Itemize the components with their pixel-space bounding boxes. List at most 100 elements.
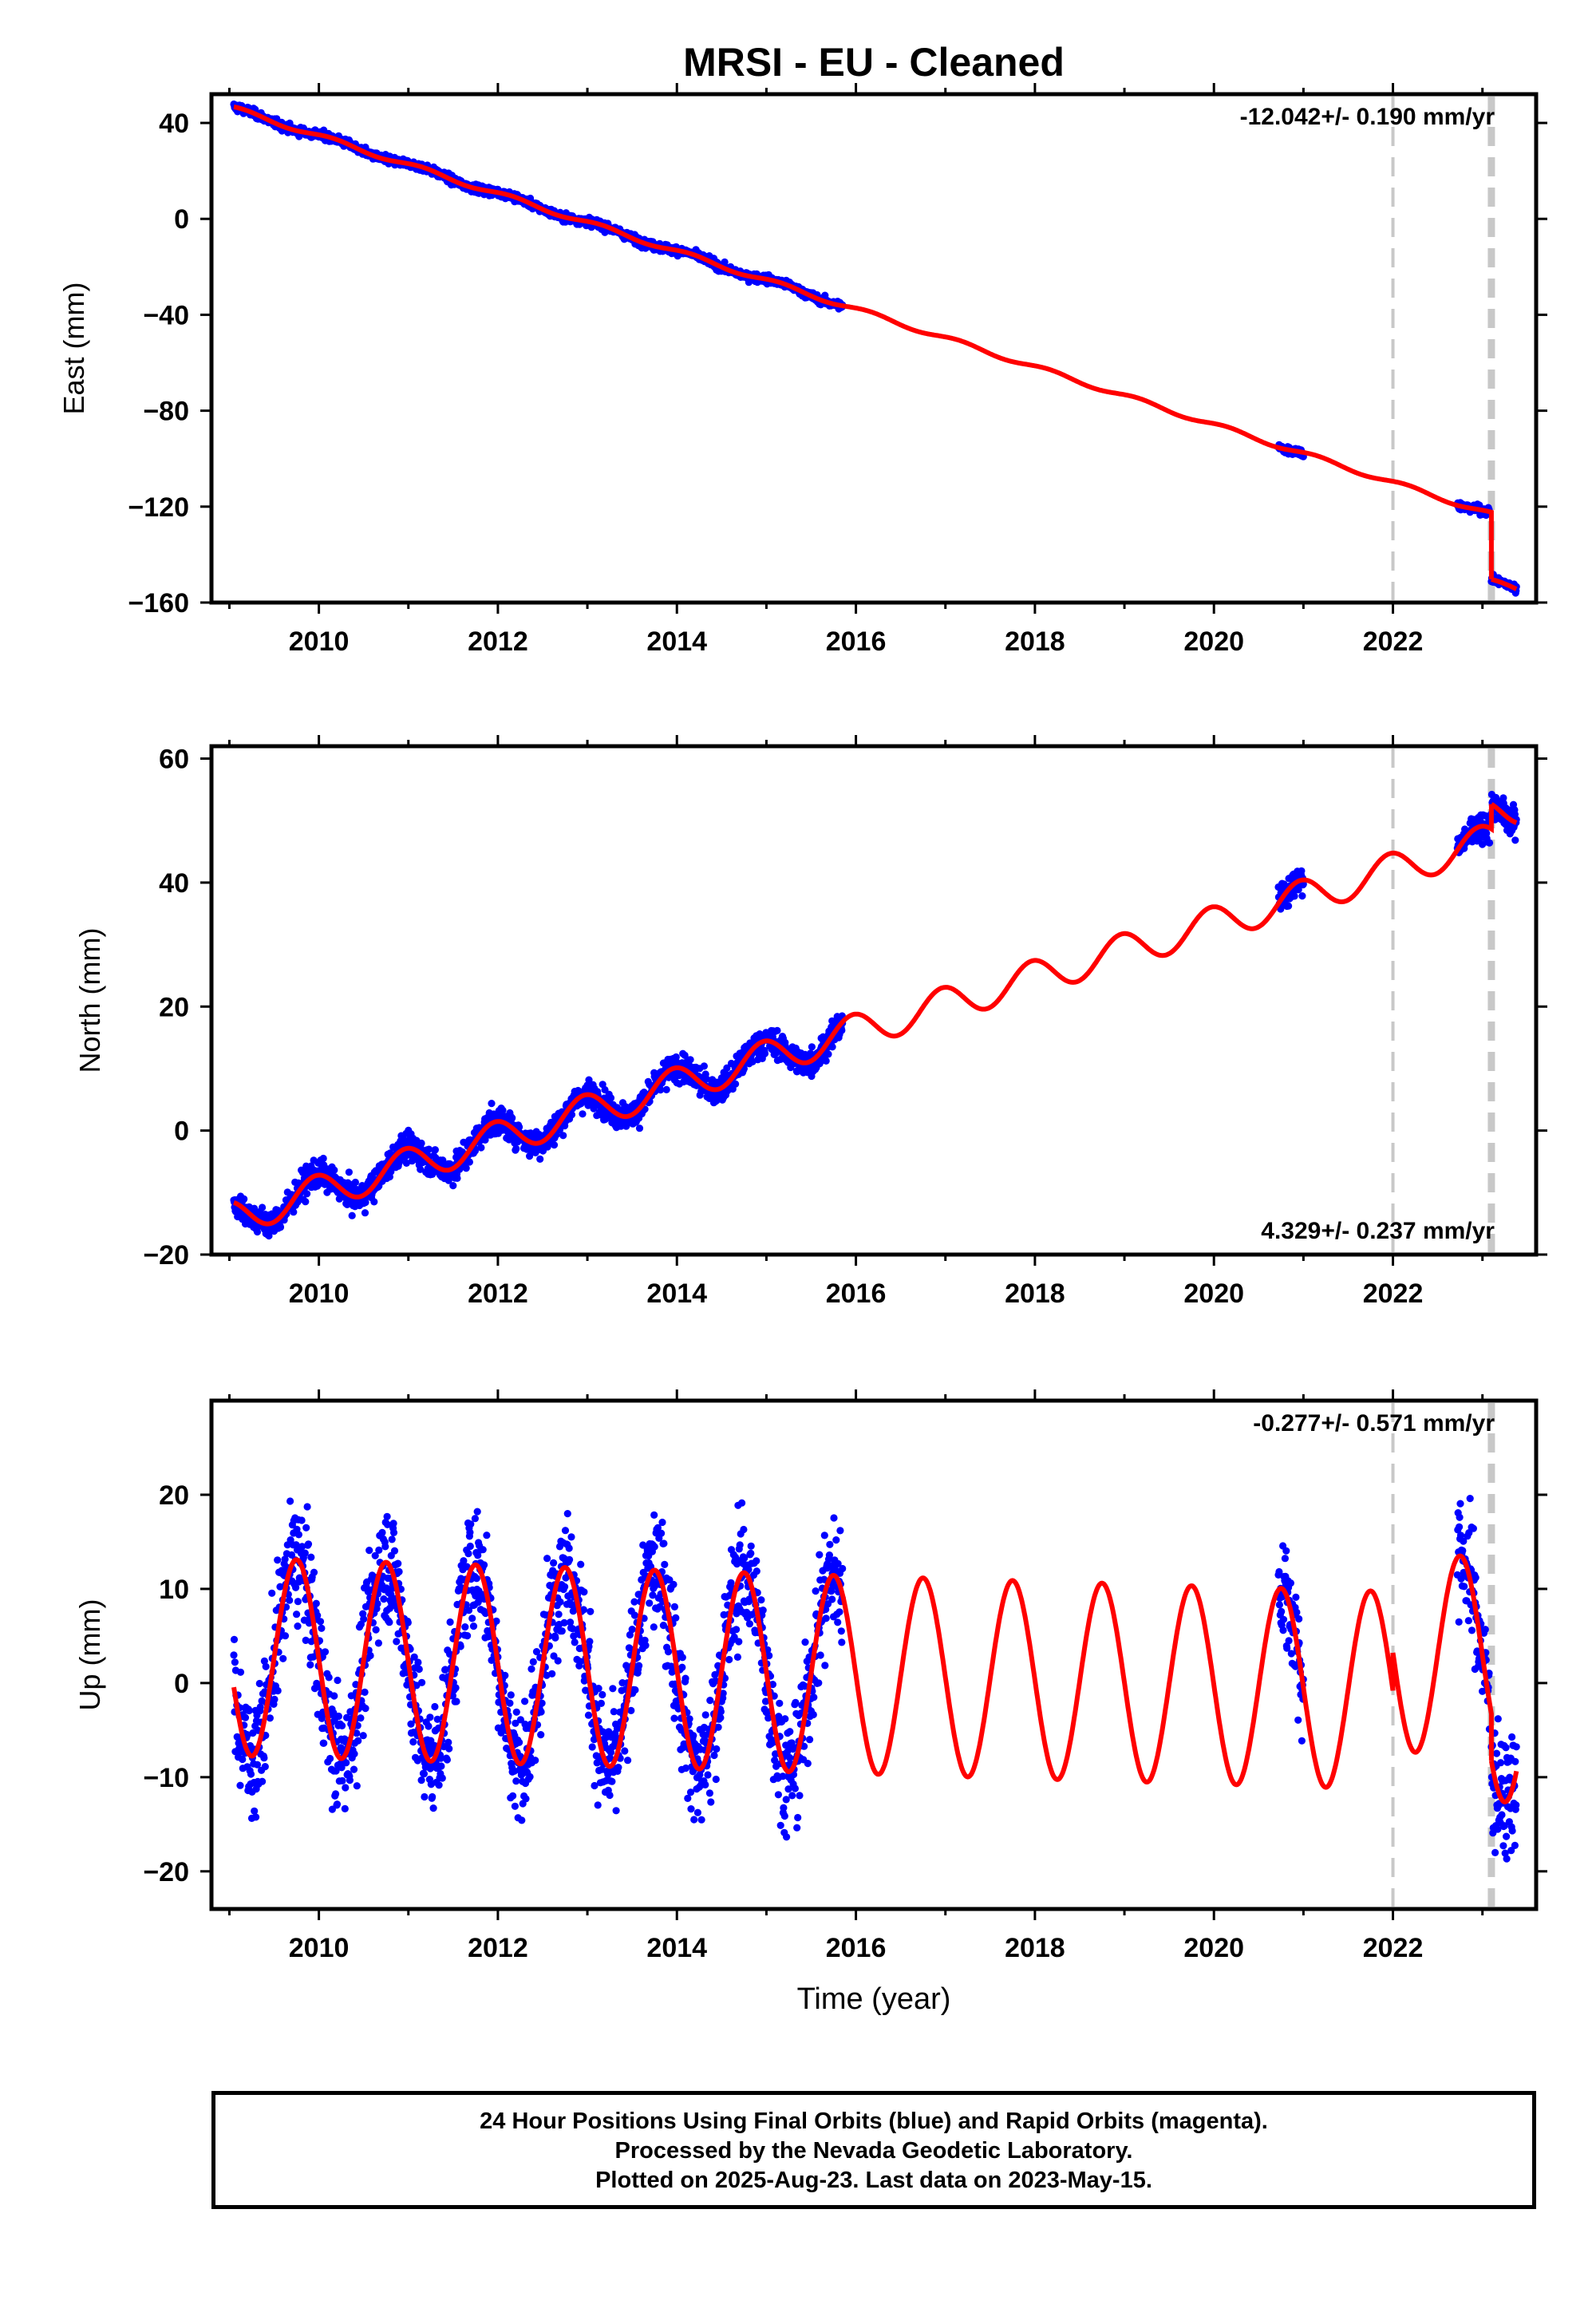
data-point <box>510 1767 519 1775</box>
data-point <box>230 1635 239 1643</box>
y-tick-label: 0 <box>174 204 189 235</box>
data-point <box>439 1156 447 1164</box>
data-point <box>259 1777 267 1785</box>
data-point <box>271 1695 279 1703</box>
data-point <box>521 1697 529 1705</box>
data-point <box>302 1636 310 1644</box>
data-point <box>467 1520 475 1528</box>
data-point <box>389 1520 397 1528</box>
x-tick-label: 2022 <box>1363 1279 1424 1309</box>
y-tick-label: −40 <box>143 300 189 330</box>
data-point <box>402 1159 410 1167</box>
data-point <box>374 1639 382 1647</box>
data-point <box>610 1708 618 1716</box>
data-point <box>509 1792 517 1800</box>
data-point <box>529 1658 537 1666</box>
data-point <box>449 1182 457 1190</box>
data-point <box>393 1638 401 1646</box>
data-point <box>516 1753 524 1761</box>
data-point <box>346 1777 354 1784</box>
data-point <box>360 1615 368 1623</box>
data-point <box>407 1720 415 1728</box>
data-point <box>334 1676 342 1685</box>
data-point <box>506 1699 514 1707</box>
data-point <box>293 1611 301 1618</box>
data-point <box>381 1543 389 1551</box>
data-point <box>351 1178 359 1187</box>
data-point <box>614 1764 622 1772</box>
plot-frame <box>209 92 1539 605</box>
data-point <box>383 1512 391 1520</box>
data-point <box>650 1543 658 1551</box>
y-tick-label: −20 <box>143 1240 189 1271</box>
data-point <box>527 1665 535 1673</box>
data-point <box>240 1195 248 1203</box>
data-point <box>587 1607 595 1615</box>
data-point <box>1298 867 1306 875</box>
data-point <box>556 1598 564 1606</box>
data-point <box>357 1714 365 1722</box>
data-point <box>338 1721 346 1729</box>
data-point <box>234 1733 242 1741</box>
data-point <box>236 1781 244 1789</box>
panel-up: 2010 2012 2014 2016 2018 2020 202220100−10−20U… <box>73 1389 1547 1963</box>
data-point <box>302 1524 310 1531</box>
data-point <box>279 1654 287 1662</box>
data-point <box>319 1154 327 1163</box>
data-point <box>236 1668 245 1676</box>
data-point <box>231 1658 239 1666</box>
data-point <box>650 1511 658 1519</box>
data-point <box>537 1708 545 1716</box>
data-point <box>301 1549 309 1557</box>
x-tick-label: 2022 <box>1363 626 1424 657</box>
data-point <box>628 1626 636 1634</box>
data-point <box>464 1607 473 1614</box>
data-point <box>321 1648 330 1656</box>
data-point <box>274 1556 282 1564</box>
data-point <box>570 1632 578 1640</box>
data-point <box>642 1642 650 1650</box>
data-point <box>307 1553 315 1561</box>
data-point <box>384 1520 392 1528</box>
data-point <box>635 1662 643 1670</box>
data-point <box>310 1568 318 1576</box>
data-point <box>563 1510 571 1518</box>
data-point <box>260 1657 268 1665</box>
data-point <box>588 1743 596 1751</box>
data-point <box>606 1754 614 1762</box>
x-tick-label: 2020 <box>1183 626 1244 657</box>
x-tick-label: 2016 <box>826 626 887 657</box>
data-point <box>686 1056 694 1064</box>
data-point <box>437 1754 445 1762</box>
data-point <box>276 1223 285 1231</box>
data-point <box>477 1144 485 1152</box>
data-point <box>659 1622 668 1630</box>
data-point <box>286 1596 294 1604</box>
data-point <box>479 1546 487 1554</box>
data-point <box>456 1642 464 1650</box>
x-tick-label: 2012 <box>468 626 528 657</box>
y-tick-label: 20 <box>159 992 189 1022</box>
data-point <box>302 1198 310 1206</box>
data-point <box>330 1692 338 1700</box>
data-point <box>276 1583 284 1591</box>
data-point <box>463 1563 471 1571</box>
data-point <box>306 1661 314 1669</box>
y-axis-label: North (mm) <box>73 928 106 1073</box>
data-point <box>252 1813 260 1821</box>
data-point <box>492 1617 500 1625</box>
data-point <box>378 1528 386 1536</box>
panel-north: 2010 2012 2014 2016 2018 2020 20226040200−20No… <box>73 735 1547 1309</box>
data-point <box>429 1804 437 1812</box>
data-point <box>561 1583 569 1591</box>
data-point <box>558 1627 566 1635</box>
data-point <box>348 1211 356 1219</box>
data-point <box>426 1713 434 1721</box>
data-point <box>473 1508 481 1516</box>
data-point <box>247 1770 255 1778</box>
data-point <box>591 1781 598 1790</box>
data-point <box>551 1634 559 1642</box>
data-point <box>320 1739 328 1747</box>
data-point <box>654 1524 662 1531</box>
data-point <box>595 1685 602 1693</box>
